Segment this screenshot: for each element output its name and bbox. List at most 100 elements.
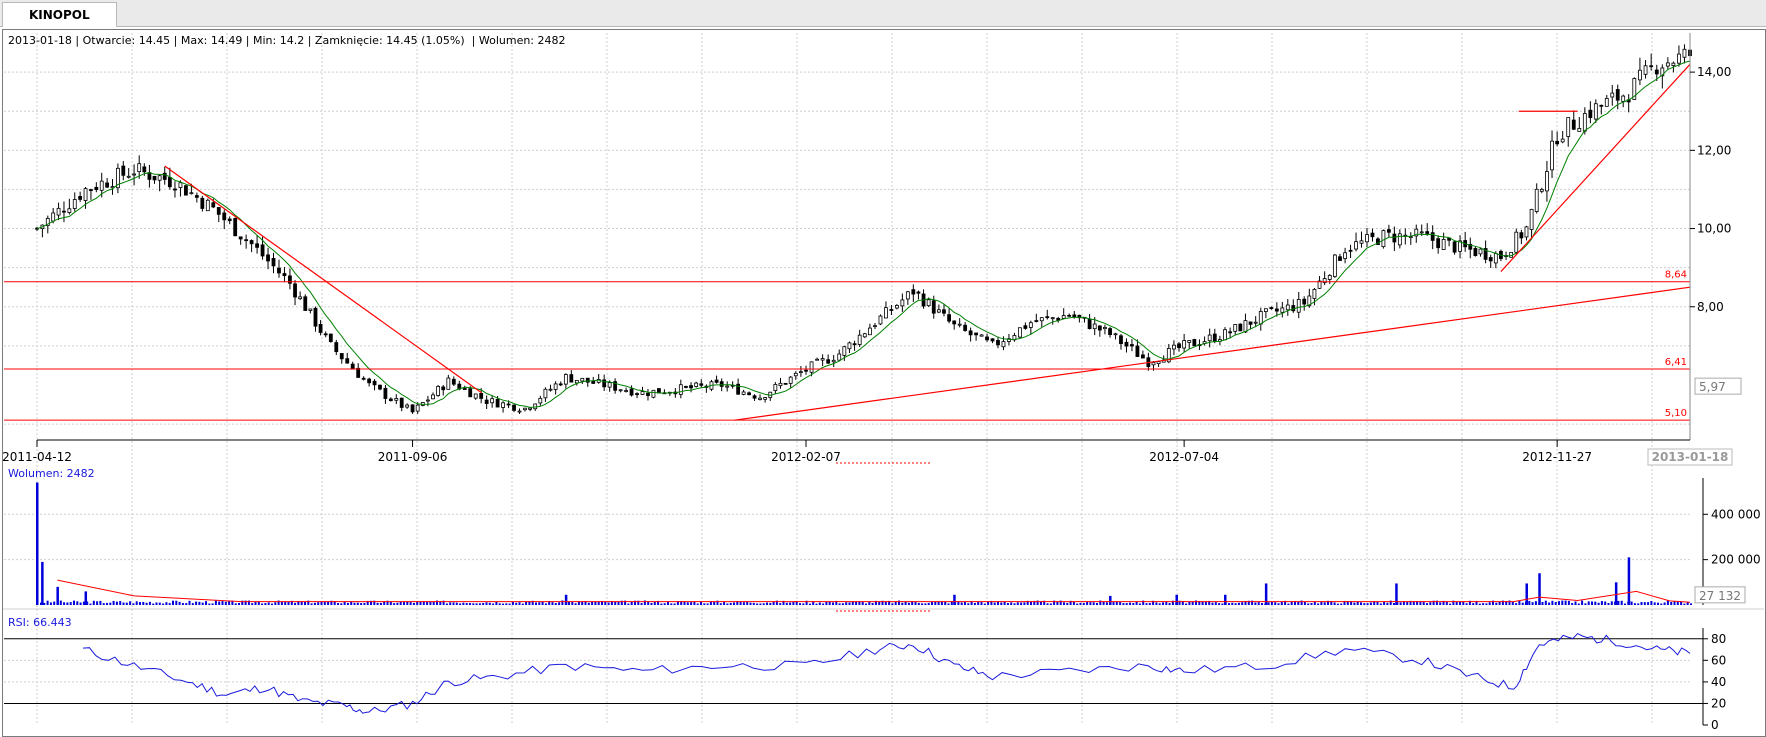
candle-body [484,399,489,404]
volume-bar [990,600,993,605]
volume-bar [1429,602,1432,605]
volume-bar [1445,601,1448,605]
volume-spike [1525,583,1528,605]
volume-bar [1346,601,1349,605]
volume-bar [195,601,198,605]
candle-body [1028,322,1033,328]
candle-body [490,398,495,404]
candle-body [1253,321,1258,324]
volume-bar [911,601,914,605]
volume-bar [1587,601,1590,605]
axes-layer: 14,00 12,00 10,00 8,00 5,97 2011-04-12 2011-09… [2,33,1764,732]
volume-bar [667,601,669,605]
volume-bar [914,602,917,605]
candle-body [282,273,287,277]
candle-body [255,243,259,248]
volume-bar [442,600,445,605]
volume-bar [92,600,95,605]
volume-bar [439,601,442,605]
volume-bar [148,601,151,605]
volume-bar [1653,602,1656,605]
candle-body [725,385,730,388]
volume-bar [1152,600,1155,605]
volume-bar [970,601,973,605]
candle-body [126,175,131,178]
volume-bar [1581,600,1584,605]
candle-body [942,309,946,314]
volume-bar [881,600,884,605]
volume-bar [412,602,415,605]
volume-bar [1267,602,1270,605]
candle-body [1478,248,1483,255]
candle-body [763,397,768,400]
candle-body [339,353,344,360]
volume-bar [76,601,79,605]
volume-bar [419,601,422,605]
volume-bar [610,601,613,605]
candle-body [793,372,798,377]
volume-bar [1247,600,1250,605]
candle-body [1519,232,1524,239]
candle-body [580,377,585,382]
candle-body [105,182,110,188]
volume-bar [980,602,983,605]
candle-body [167,177,172,188]
price-tick-label: 8,00 [1697,300,1724,314]
volume-bar [1604,601,1607,605]
volume-bar [1511,601,1514,605]
volume-bar [228,600,231,605]
volume-bar [627,603,630,605]
volume-bar [290,600,293,605]
volume-bar [752,602,755,605]
volume-bar [63,602,66,605]
volume-bar [145,602,148,605]
volume-bar [947,603,950,605]
candle-body [67,208,72,213]
candle-body [1001,341,1006,348]
volume-bar [865,603,867,605]
candle-body [1103,327,1107,330]
trend-line [164,165,482,394]
volume-bar [1333,602,1336,605]
volume-bar [1092,602,1095,605]
candle-body [1452,241,1457,253]
volume-bar [1059,600,1062,605]
volume-bar [1257,602,1260,605]
volume-bar [647,601,650,605]
volume-bar [429,601,432,605]
time-tick-label: 2012-02-07 [771,450,841,464]
volume-bar [1307,603,1310,605]
candle-body [867,327,872,336]
volume-bar [1564,600,1567,605]
volume-bar [577,601,580,605]
candle-body [1034,320,1039,322]
candle-body [1228,331,1233,334]
candle-body [968,330,973,336]
candle-body [1514,231,1519,253]
volume-bar [1026,600,1029,605]
candle-body [857,334,862,345]
candle-body [553,383,558,390]
tab-kinopol[interactable]: KINOPOL [2,2,117,27]
time-tick-label: 2012-07-04 [1149,450,1219,464]
volume-bar [409,602,412,605]
candle-body [1322,278,1327,284]
volume-bar [574,603,577,605]
volume-bar [175,600,178,605]
candle-body [773,384,778,392]
volume-bar [541,601,544,605]
volume-bar [271,603,273,605]
volume-bar [462,602,465,605]
volume-bar [713,601,716,605]
rsi-label: RSI: 66.443 [8,616,72,629]
volume-bar [313,602,316,605]
level-label: 6,41 [1665,357,1687,368]
candle-body [862,333,867,338]
volume-bar [1663,602,1666,605]
candle-body [558,383,563,386]
candle-body [1677,53,1681,64]
volume-bar [868,601,871,605]
volume-bar [1105,602,1108,605]
volume-spike [1109,595,1112,605]
